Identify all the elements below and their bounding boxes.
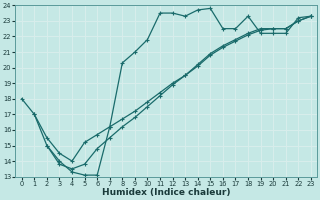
X-axis label: Humidex (Indice chaleur): Humidex (Indice chaleur) [102, 188, 231, 197]
